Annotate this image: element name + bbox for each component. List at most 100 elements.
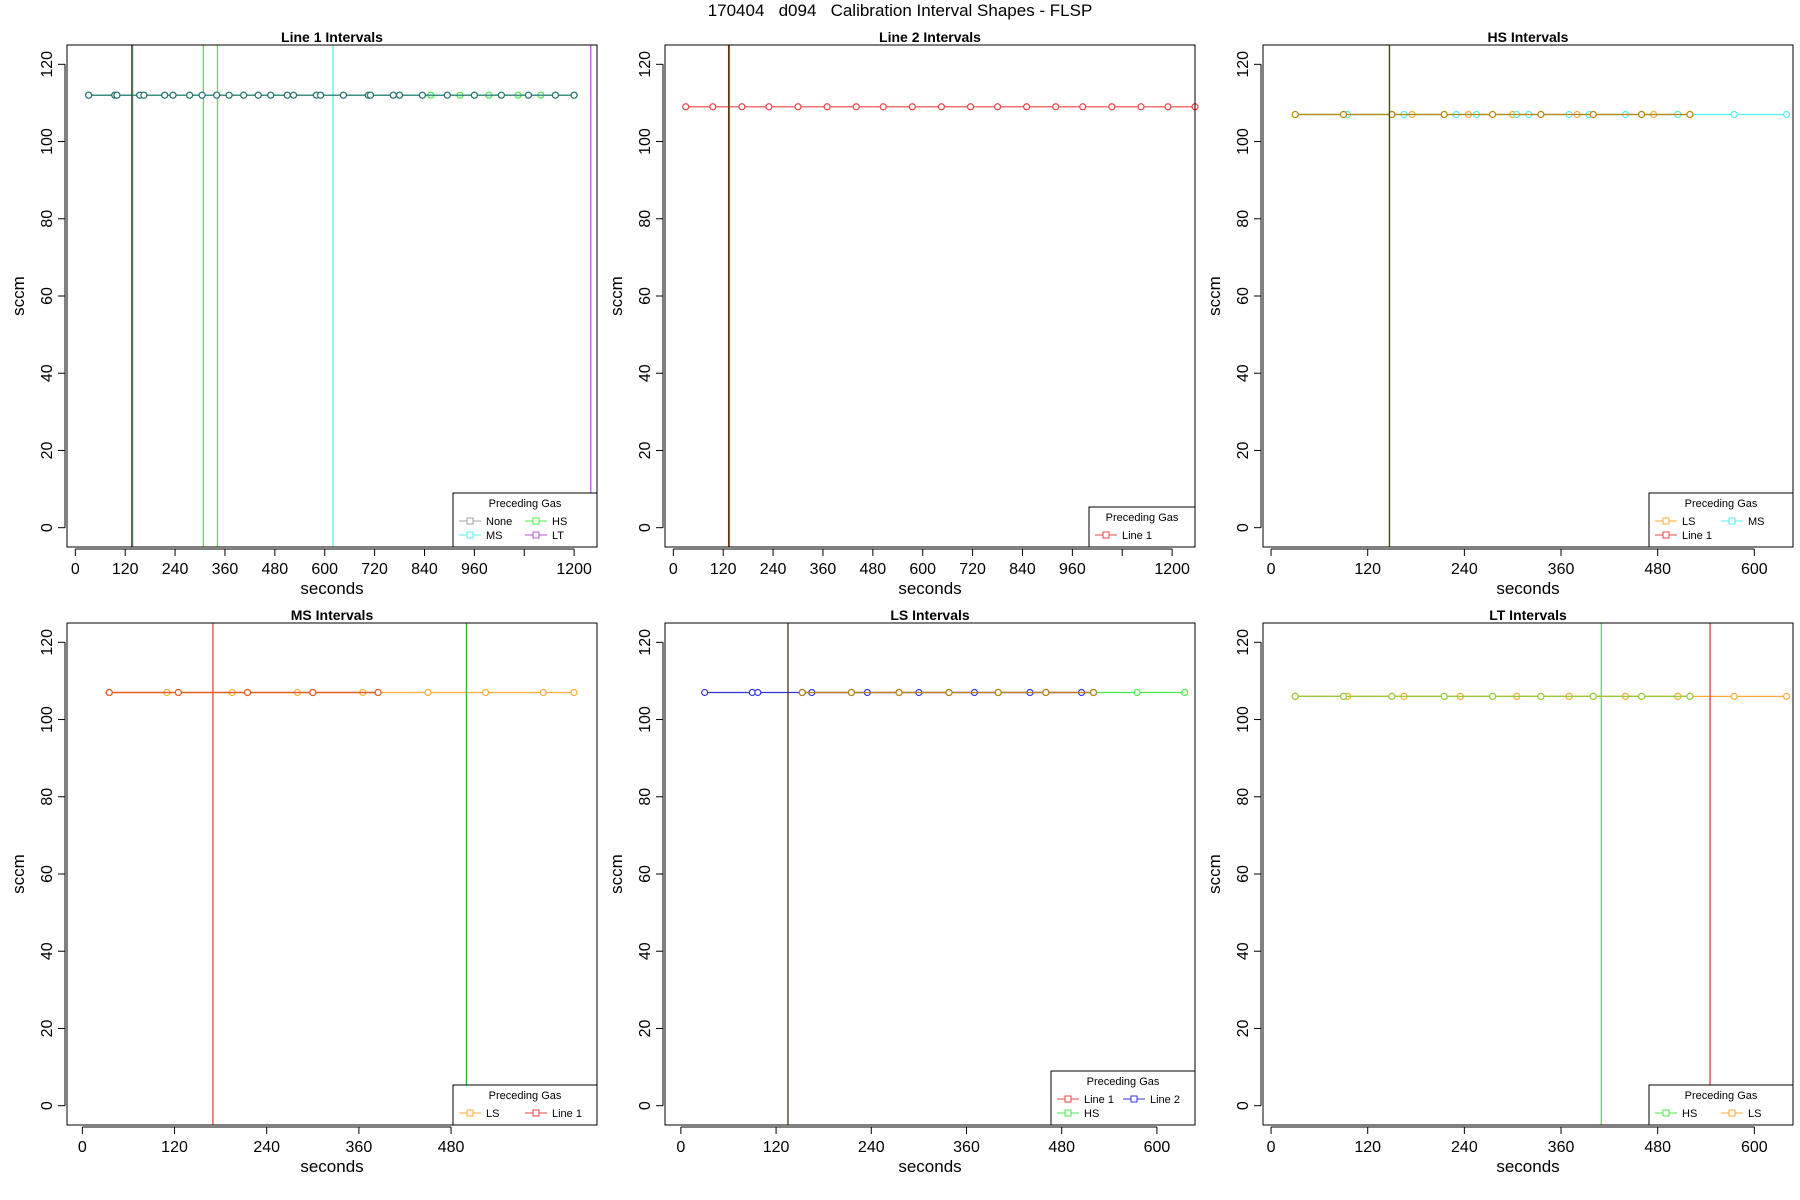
series-5-point-17 bbox=[316, 91, 325, 99]
legend-swatch-marker bbox=[1728, 517, 1736, 525]
panel-4: MS Intervals seconds sccm 0 120 240 360 480 0 20 4… bbox=[9, 607, 598, 1176]
series-3-point-4 bbox=[1488, 692, 1497, 700]
series-1-point-9 bbox=[1782, 692, 1791, 700]
series-5-point-9 bbox=[213, 91, 221, 99]
y-tick-label: 80 bbox=[39, 788, 56, 806]
x-axis-label: seconds bbox=[300, 579, 363, 598]
series-4-point-1 bbox=[847, 688, 856, 697]
legend-swatch-marker bbox=[1102, 531, 1110, 539]
legend-title: Preceding Gas bbox=[489, 1090, 562, 1102]
series-5-point-18 bbox=[339, 91, 348, 99]
series-5-point-8 bbox=[198, 91, 206, 99]
series-3-point-0 bbox=[1291, 692, 1299, 700]
x-tick-label: 600 bbox=[311, 561, 338, 578]
series-0-point-11 bbox=[993, 103, 1002, 111]
y-axis: 0 20 40 60 80 100 120 bbox=[1235, 51, 1262, 532]
series-0-point-14 bbox=[1079, 103, 1087, 111]
x-tick-label: 600 bbox=[909, 561, 936, 578]
x-tick-label: 720 bbox=[959, 561, 986, 578]
panel-title: HS Intervals bbox=[1488, 29, 1569, 45]
panel-title: Line 1 Intervals bbox=[281, 29, 383, 45]
series-3-point-3 bbox=[1440, 692, 1448, 700]
series-3-point-4 bbox=[1488, 110, 1497, 119]
series-3-point-7 bbox=[1637, 110, 1646, 119]
x-axis: 0 120 240 360 480 600 bbox=[676, 1126, 1170, 1156]
legend-swatch-marker bbox=[466, 1109, 474, 1117]
series-5-point-29 bbox=[570, 91, 578, 99]
x-tick-label: 120 bbox=[112, 561, 139, 578]
y-tick-label: 80 bbox=[1235, 210, 1252, 228]
y-tick-label: 20 bbox=[637, 1019, 654, 1037]
series-5-point-4 bbox=[140, 91, 148, 99]
panel-2: Line 2 Intervals seconds sccm 0 120 240 360 480… bbox=[607, 29, 1199, 598]
series-3-point-6 bbox=[1589, 110, 1597, 119]
series-5-point-11 bbox=[240, 91, 248, 99]
series-1-point-14 bbox=[1730, 110, 1738, 119]
x-tick-label: 120 bbox=[710, 561, 737, 578]
series-3-point-2 bbox=[243, 688, 252, 697]
legend-swatch-marker bbox=[532, 531, 540, 539]
legend-box bbox=[1050, 1070, 1196, 1126]
y-tick-label: 120 bbox=[637, 51, 654, 78]
x-tick-label: 480 bbox=[1644, 561, 1671, 578]
y-tick-label: 80 bbox=[39, 210, 56, 228]
series-0-point-4 bbox=[794, 103, 802, 111]
series-5-point-15 bbox=[289, 91, 298, 99]
plot-frame bbox=[66, 44, 598, 548]
legend-swatch-marker bbox=[466, 517, 474, 525]
y-tick-label: 0 bbox=[1235, 1101, 1252, 1110]
panel-title: Line 2 Intervals bbox=[879, 29, 981, 45]
series-0-point-12 bbox=[1023, 103, 1031, 111]
y-tick-label: 60 bbox=[1235, 865, 1252, 883]
y-tick-label: 60 bbox=[637, 287, 654, 305]
legend: Preceding Gas Line 1 Line 2 HS bbox=[1050, 1070, 1196, 1126]
series-3-point-8 bbox=[1686, 692, 1694, 700]
legend-box bbox=[1648, 1084, 1794, 1126]
y-tick-label: 20 bbox=[1235, 1019, 1252, 1037]
series-0-point-9 bbox=[424, 688, 432, 697]
series-0-point-3 bbox=[765, 103, 773, 111]
panel-title: MS Intervals bbox=[291, 607, 374, 623]
series-5-point-14 bbox=[283, 91, 291, 99]
legend-swatch-marker bbox=[1064, 1095, 1072, 1103]
series-0-point-1 bbox=[709, 103, 717, 111]
x-tick-label: 360 bbox=[346, 1139, 373, 1156]
legend-entry-label: HS bbox=[552, 516, 567, 528]
x-tick-label: 840 bbox=[1009, 561, 1036, 578]
legend-swatch-marker bbox=[466, 531, 474, 539]
legend-title: Preceding Gas bbox=[489, 498, 562, 510]
y-tick-label: 20 bbox=[1235, 441, 1252, 459]
series-4-point-5 bbox=[1042, 688, 1050, 697]
series-3-point-8 bbox=[1686, 110, 1694, 119]
x-tick-label: 360 bbox=[1548, 1139, 1575, 1156]
x-axis: 0 120 240 360 480 600 720 840 960 1200 bbox=[669, 548, 1190, 578]
legend-entry-label: Line 1 bbox=[1682, 530, 1712, 542]
x-tick-label: 120 bbox=[1354, 561, 1381, 578]
series-0-point-2 bbox=[738, 103, 746, 111]
y-tick-label: 40 bbox=[39, 942, 56, 960]
y-tick-label: 60 bbox=[637, 865, 654, 883]
plot-frame bbox=[66, 622, 598, 1126]
x-tick-label: 0 bbox=[1267, 1139, 1276, 1156]
x-tick-label: 480 bbox=[1644, 1139, 1671, 1156]
x-tick-label: 480 bbox=[1048, 1139, 1075, 1156]
x-tick-label: 0 bbox=[1267, 561, 1276, 578]
x-tick-label: 1200 bbox=[556, 561, 592, 578]
legend-entry-label: None bbox=[486, 516, 512, 528]
x-tick-label: 360 bbox=[212, 561, 239, 578]
plot-frame bbox=[1262, 44, 1794, 548]
legend-entry-label: MS bbox=[1748, 516, 1765, 528]
series-3-point-7 bbox=[1637, 692, 1646, 700]
series-0-point-11 bbox=[539, 688, 547, 697]
x-axis: 0 120 240 360 480 bbox=[78, 1126, 465, 1156]
legend: Preceding Gas LS Line 1 bbox=[452, 1084, 598, 1126]
series-5-point-27 bbox=[524, 91, 533, 99]
x-tick-label: 360 bbox=[1548, 561, 1575, 578]
x-tick-label: 480 bbox=[261, 561, 288, 578]
x-tick-label: 960 bbox=[461, 561, 488, 578]
series-3-point-3 bbox=[1440, 110, 1448, 119]
series-0-point-0 bbox=[682, 103, 690, 111]
y-tick-label: 120 bbox=[637, 629, 654, 656]
y-tick-label: 100 bbox=[39, 706, 56, 733]
series-1-point-8 bbox=[1730, 692, 1738, 700]
